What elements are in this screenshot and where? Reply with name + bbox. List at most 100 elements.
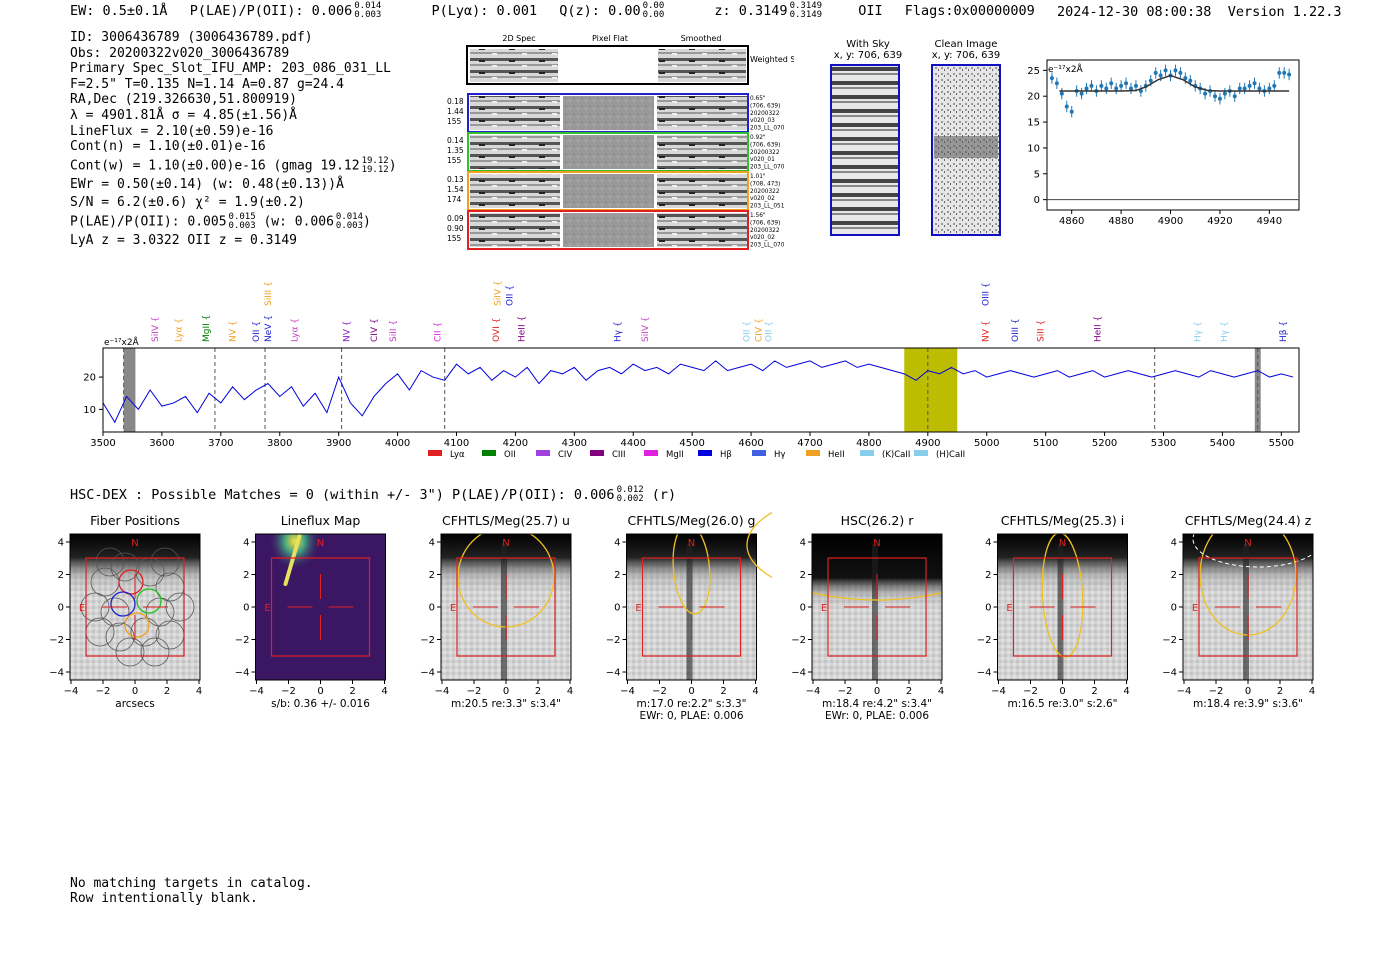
- cutout-left-label: 174: [447, 195, 462, 204]
- aperture-box: [85, 557, 185, 657]
- weighted-sum-label: Weighted Sum: [750, 55, 794, 64]
- info-params: F=2.5" T=0.135 N=1.14 A=0.87 g=24.4: [70, 76, 344, 92]
- imaging-ytick-label: 2: [429, 570, 435, 581]
- zoom-point: [1079, 91, 1084, 96]
- imaging-xtick-label: −2: [838, 686, 853, 697]
- zoom-point: [1282, 70, 1287, 75]
- info-primary: Primary Spec_Slot_IFU_AMP: 203_086_031_L…: [70, 61, 391, 77]
- east-marker: E: [79, 603, 85, 614]
- zoom-ytick-label: 20: [1027, 92, 1040, 103]
- legend-swatch: [644, 450, 658, 456]
- imaging-ytick-label: −4: [1162, 668, 1177, 679]
- info-plae: P(LAE)/P(OII): 0.005 0.015 0.003 (w: 0.006…: [70, 211, 371, 231]
- legend-swatch: [914, 450, 928, 456]
- spectrum-xtick-label: 3800: [267, 438, 292, 449]
- qz-value: Q(z): 0.00 0.00 0.00: [559, 1, 665, 20]
- legend-label: Hβ: [720, 450, 732, 460]
- zoom-point: [1222, 91, 1227, 96]
- zoom-xtick-label: 4880: [1108, 216, 1133, 227]
- legend-swatch: [752, 450, 766, 456]
- catalog-note-line1: No matching targets in catalog.: [70, 876, 313, 891]
- zoom-point: [1119, 83, 1124, 88]
- imaging-xtick-label: 2: [906, 686, 912, 697]
- fiber-circle: [150, 547, 180, 577]
- spectrum-line-label: SiII {: [389, 320, 399, 342]
- zoom-ylabel: e⁻¹⁷x2Å: [1048, 63, 1084, 75]
- cutout-left-label: 155: [447, 234, 462, 243]
- zoom-point: [1237, 86, 1242, 91]
- imaging-ytick-label: −4: [420, 668, 435, 679]
- cutout-right-label: v020_02: [750, 235, 775, 241]
- spectrum-series-line: [102, 360, 1294, 424]
- imaging-xtick-label: 2: [535, 686, 541, 697]
- imaging-panel-4: HSC(26.2) rHSC(26.2) rNE−44−22002−24−4m:…: [746, 510, 1008, 722]
- imaging-panel-title: HSC(26.2) r: [841, 513, 915, 528]
- imaging-xtick-label: 4: [196, 686, 202, 697]
- imaging-panel-2: CFHTLS/Meg(25.7) uCFHTLS/Meg(25.7) uNE−4…: [401, 510, 621, 720]
- imaging-xtick-label: −2: [1023, 686, 1038, 697]
- imaging-ytick-label: 0: [429, 603, 435, 614]
- east-marker: E: [635, 603, 641, 614]
- north-marker: N: [131, 538, 138, 549]
- zoom-point: [1203, 91, 1208, 96]
- imaging-xtick-label: 2: [1091, 686, 1097, 697]
- imaging-xtick-label: −4: [1177, 686, 1192, 697]
- spectrum-line-label: SiII {: [1036, 320, 1046, 342]
- imaging-ytick-label: −4: [977, 668, 992, 679]
- spectrum-xtick-label: 4000: [385, 438, 410, 449]
- legend-swatch: [482, 450, 496, 456]
- legend-swatch: [428, 450, 442, 456]
- cutout-row-frame: [467, 210, 749, 250]
- imaging-ytick-label: 4: [58, 538, 64, 549]
- zoom-point: [1099, 83, 1104, 88]
- cutout-2dspec: [470, 174, 560, 208]
- fiber-circle: [110, 552, 140, 582]
- imaging-ytick-label: −4: [50, 668, 64, 679]
- spectrum-xtick-label: 4800: [856, 438, 881, 449]
- zoom-ytick-label: 10: [1027, 143, 1040, 154]
- north-marker: N: [502, 538, 509, 549]
- info-radec: RA,Dec (219.326630,51.800919): [70, 92, 297, 108]
- legend-swatch: [698, 450, 712, 456]
- imaging-ytick-label: −4: [235, 668, 250, 679]
- zoom-ytick-label: 0: [1034, 195, 1040, 206]
- weighted-sum-smoothed: [658, 49, 746, 82]
- spectrum-line-label: CIV {: [755, 318, 765, 342]
- zoom-point: [1089, 83, 1094, 88]
- imaging-xtick-label: 4: [752, 686, 758, 697]
- cutout-left-label: 0.13: [447, 175, 464, 184]
- cutout-left-label: 155: [447, 117, 462, 126]
- catalog-note: No matching targets in catalog. Row inte…: [70, 876, 313, 906]
- imaging-xtick-label: −4: [991, 686, 1006, 697]
- imaging-ytick-label: 0: [800, 603, 806, 614]
- cutout-right-label: 1.56": [750, 213, 766, 219]
- spectrum-xtick-label: 4500: [679, 438, 704, 449]
- spectrum-xtick-label: 5400: [1210, 438, 1235, 449]
- imaging-ytick-label: −2: [420, 635, 435, 646]
- fiber-circle-green: [136, 588, 162, 614]
- with-sky-title: With Sky: [846, 39, 890, 50]
- spectrum-line-label: OII {: [252, 321, 262, 342]
- spectrum-line-label: CIV {: [370, 318, 380, 342]
- imaging-ytick-label: 0: [985, 603, 991, 614]
- spectrum-xtick-label: 5000: [974, 438, 999, 449]
- info-sn: S/N = 6.2(±0.6) χ² = 1.9(±0.2): [70, 195, 305, 211]
- imaging-panel-title: CFHTLS/Meg(24.4) z: [1185, 513, 1312, 528]
- imaging-ytick-label: 2: [614, 570, 620, 581]
- plae-value: P(LAE)/P(OII): 0.006 0.014 0.003: [189, 1, 382, 20]
- spectrum-line-label: NV {: [342, 321, 352, 342]
- north-marker: N: [1059, 538, 1066, 549]
- flags-value: Flags:0x00000009: [904, 3, 1035, 19]
- clean-image-line: [934, 136, 998, 158]
- imaging-xtick-label: −4: [806, 686, 821, 697]
- source-streak: [872, 544, 878, 680]
- z-value: z: 0.3149 0.3149 0.3149 OII: [714, 1, 883, 20]
- header-summary: EW: 0.5±0.1Å P(LAE)/P(OII): 0.006 0.014 0.…: [70, 2, 1049, 20]
- imaging-ytick-label: −2: [235, 635, 250, 646]
- spectrum-xtick-label: 5500: [1269, 438, 1294, 449]
- zoom-point: [1272, 83, 1277, 88]
- with-sky-image: [830, 64, 900, 236]
- fiber-circle-orange: [124, 612, 150, 638]
- full-spectrum-chart: e⁻¹⁷x2Å SiIV {Lyα {MgII {NV {OII {NeV {S…: [83, 280, 1300, 460]
- legend-swatch: [536, 450, 550, 456]
